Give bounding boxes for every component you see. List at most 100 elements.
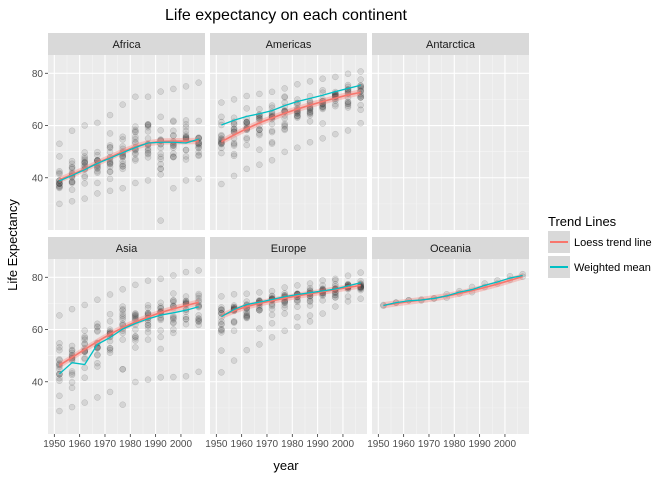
data-point <box>268 301 276 309</box>
x-tick-label: 1950 <box>205 439 228 450</box>
data-point <box>306 280 314 287</box>
data-point <box>170 150 177 157</box>
facet-strip-label: Africa <box>112 39 141 51</box>
data-point <box>218 304 225 311</box>
data-point <box>344 98 352 106</box>
data-point <box>56 184 63 192</box>
data-point <box>281 123 288 130</box>
data-point <box>68 163 76 171</box>
data-point <box>170 117 177 125</box>
data-point <box>268 305 276 313</box>
data-point <box>357 295 364 302</box>
data-point <box>243 119 250 126</box>
data-point <box>195 140 202 147</box>
data-point <box>218 144 225 152</box>
data-point <box>306 110 314 117</box>
data-point <box>344 100 352 107</box>
data-point <box>281 304 288 312</box>
data-point <box>157 275 164 283</box>
data-point <box>281 299 288 306</box>
data-point <box>182 177 190 184</box>
data-point <box>243 118 250 126</box>
y-tick-label: 80 <box>32 69 44 80</box>
data-point <box>306 295 314 302</box>
data-point <box>56 180 63 188</box>
data-point <box>306 109 314 117</box>
data-point <box>256 131 263 139</box>
data-point <box>157 171 164 178</box>
data-point <box>56 365 63 373</box>
data-point <box>81 172 88 180</box>
data-point <box>218 326 225 334</box>
data-point <box>230 152 238 160</box>
data-point <box>144 376 152 383</box>
data-point <box>357 285 364 292</box>
data-point <box>332 102 339 110</box>
data-point <box>230 139 238 147</box>
data-point <box>119 101 126 108</box>
data-point <box>230 96 238 103</box>
data-point <box>195 267 202 274</box>
data-point <box>243 105 250 112</box>
data-point <box>268 128 276 136</box>
data-point <box>144 321 152 329</box>
data-point <box>195 321 202 329</box>
data-point <box>218 149 225 157</box>
legend: Trend Lines Loess trend line Weighted mea… <box>548 214 652 278</box>
data-point <box>195 152 202 160</box>
data-point <box>281 126 288 134</box>
data-point <box>170 319 177 327</box>
data-point <box>56 183 63 191</box>
x-axis-title: year <box>273 458 299 473</box>
data-point <box>119 316 126 323</box>
data-point <box>106 345 114 352</box>
data-point <box>170 297 177 305</box>
data-point <box>170 313 177 321</box>
data-point <box>256 161 263 168</box>
data-point <box>56 356 63 363</box>
data-point <box>243 346 250 354</box>
data-point <box>268 157 276 164</box>
data-point <box>344 272 352 279</box>
data-point <box>268 320 276 327</box>
data-point <box>281 85 288 92</box>
panel-background <box>48 259 205 434</box>
data-point <box>294 296 301 304</box>
data-point <box>157 327 164 334</box>
data-point <box>106 175 114 183</box>
data-point <box>281 115 288 122</box>
data-point <box>357 68 364 75</box>
data-point <box>132 136 139 143</box>
data-point <box>144 322 152 329</box>
x-tick-label: 1990 <box>144 439 167 450</box>
data-point <box>81 354 88 362</box>
data-point <box>230 318 238 326</box>
data-point <box>132 281 139 289</box>
data-point <box>81 149 88 156</box>
data-point <box>132 157 139 164</box>
data-point <box>94 165 101 172</box>
data-point <box>256 105 263 113</box>
data-point <box>81 158 88 166</box>
data-point <box>256 115 263 122</box>
data-point <box>81 327 88 334</box>
facet-oceania: Oceania 1950 1960 1970 1980 1990 2000 <box>367 237 529 450</box>
data-point <box>243 290 250 297</box>
data-point <box>106 142 114 149</box>
data-point <box>94 320 101 328</box>
data-point <box>319 277 326 284</box>
data-point <box>294 112 301 119</box>
data-point <box>56 340 63 347</box>
data-point <box>106 148 114 156</box>
data-point <box>106 160 114 167</box>
data-point <box>106 388 114 396</box>
data-point <box>218 321 225 328</box>
data-point <box>256 90 263 98</box>
data-point <box>81 374 88 381</box>
facet-strip-label: Antarctica <box>426 39 476 51</box>
data-point <box>195 368 202 376</box>
x-tick-label: 2000 <box>170 439 193 450</box>
data-point <box>319 292 326 299</box>
data-point <box>94 190 101 197</box>
